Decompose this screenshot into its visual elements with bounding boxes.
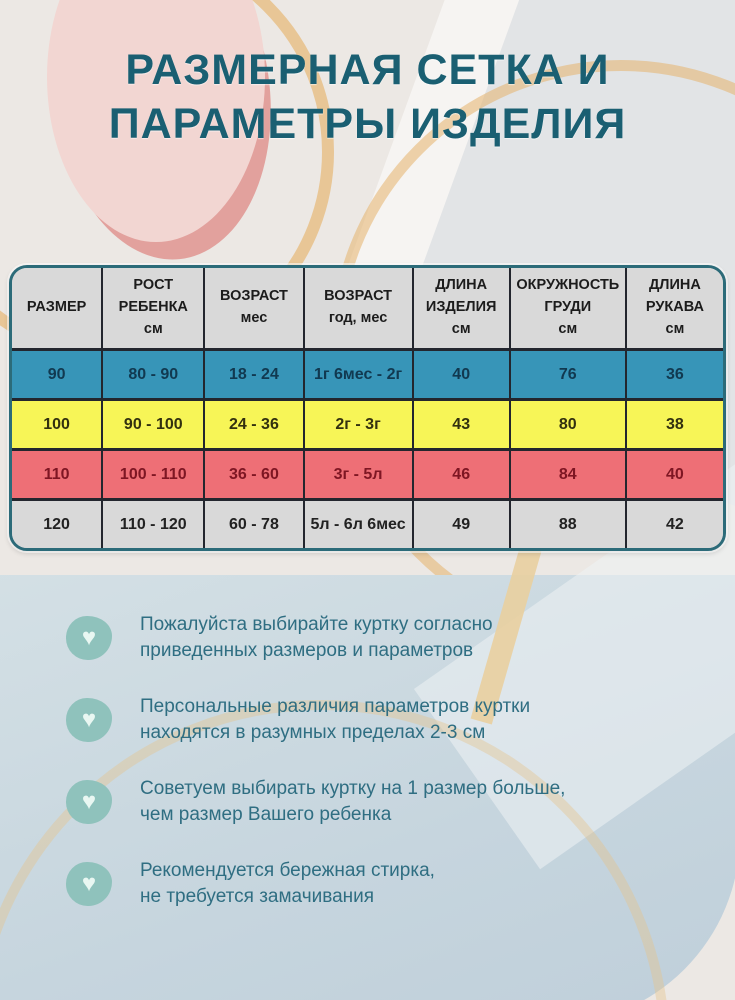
cell-height: 100 - 110	[103, 448, 206, 498]
header-height: РОСТ РЕБЕНКА см	[103, 268, 206, 348]
cell-sleeve: 40	[626, 448, 723, 498]
cell-chest: 76	[510, 348, 627, 398]
cell-sleeve: 36	[626, 348, 723, 398]
cell-chest: 88	[510, 498, 627, 548]
note-text: Пожалуйста выбирайте куртку согласно при…	[140, 614, 493, 661]
cell-size: 90	[12, 348, 104, 398]
cell-age-months: 24 - 36	[205, 398, 305, 448]
cell-size: 110	[12, 448, 104, 498]
notes-list: Пожалуйста выбирайте куртку согласно при…	[66, 612, 711, 940]
header-chest: ОКРУЖНОСТЬ ГРУДИ см	[510, 268, 627, 348]
header-age-months: ВОЗРАСТ мес	[205, 268, 305, 348]
table-header-row: РАЗМЕР РОСТ РЕБЕНКА см ВОЗРАСТ мес ВОЗРА…	[12, 268, 723, 348]
heart-icon	[66, 780, 112, 824]
size-table: РАЗМЕР РОСТ РЕБЕНКА см ВОЗРАСТ мес ВОЗРА…	[9, 265, 726, 551]
note-item: Пожалуйста выбирайте куртку согласно при…	[66, 612, 711, 664]
table-row-size-110: 110 100 - 110 36 - 60 3г - 5л 46 84 40	[12, 448, 723, 498]
note-text: Персональные различия параметров куртки …	[140, 696, 531, 743]
heart-icon	[66, 862, 112, 906]
cell-age-years: 2г - 3г	[304, 398, 414, 448]
cell-age-months: 36 - 60	[205, 448, 305, 498]
page-title: РАЗМЕРНАЯ СЕТКА И ПАРАМЕТРЫ ИЗДЕЛИЯ	[108, 46, 627, 148]
heart-icon	[66, 616, 112, 660]
header-sleeve: ДЛИНА РУКАВА см	[626, 268, 723, 348]
cell-height: 90 - 100	[103, 398, 206, 448]
heart-icon	[66, 698, 112, 742]
header-size: РАЗМЕР	[12, 268, 104, 348]
cell-item-length: 43	[413, 398, 511, 448]
header-item-length: ДЛИНА ИЗДЕЛИЯ см	[413, 268, 511, 348]
cell-chest: 80	[510, 398, 627, 448]
note-text: Рекомендуется бережная стирка, не требуе…	[140, 860, 435, 907]
cell-item-length: 49	[413, 498, 511, 548]
cell-item-length: 40	[413, 348, 511, 398]
cell-height: 110 - 120	[103, 498, 206, 548]
header-age-years: ВОЗРАСТ год, мес	[304, 268, 414, 348]
cell-sleeve: 42	[626, 498, 723, 548]
note-item: Рекомендуется бережная стирка, не требуе…	[66, 858, 711, 910]
cell-size: 100	[12, 398, 104, 448]
table-row-size-90: 90 80 - 90 18 - 24 1г 6мес - 2г 40 76 36	[12, 348, 723, 398]
table-row-size-100: 100 90 - 100 24 - 36 2г - 3г 43 80 38	[12, 398, 723, 448]
cell-size: 120	[12, 498, 104, 548]
note-item: Персональные различия параметров куртки …	[66, 694, 711, 746]
cell-age-months: 18 - 24	[205, 348, 305, 398]
cell-age-months: 60 - 78	[205, 498, 305, 548]
cell-item-length: 46	[413, 448, 511, 498]
cell-chest: 84	[510, 448, 627, 498]
cell-age-years: 3г - 5л	[304, 448, 414, 498]
table-row-size-120: 120 110 - 120 60 - 78 5л - 6л 6мес 49 88…	[12, 498, 723, 548]
cell-sleeve: 38	[626, 398, 723, 448]
cell-age-years: 5л - 6л 6мес	[304, 498, 414, 548]
cell-age-years: 1г 6мес - 2г	[304, 348, 414, 398]
cell-height: 80 - 90	[103, 348, 206, 398]
note-text: Советуем выбирать куртку на 1 размер бол…	[140, 778, 566, 825]
note-item: Советуем выбирать куртку на 1 размер бол…	[66, 776, 711, 828]
